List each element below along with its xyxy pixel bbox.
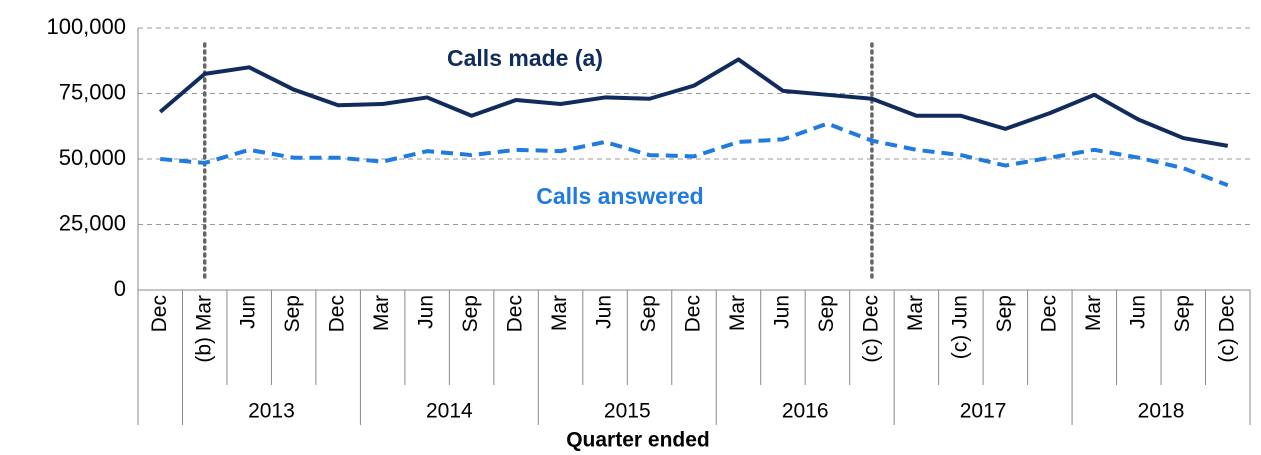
x-tick-label: Dec xyxy=(504,295,527,332)
y-tick-label: 100,000 xyxy=(46,14,126,39)
group-label: 2016 xyxy=(782,400,829,423)
x-tick-label: Sep xyxy=(637,295,660,332)
x-tick-label: Sep xyxy=(815,295,838,332)
x-tick-label: (c) Dec xyxy=(1215,295,1238,363)
x-tick-label: Dec xyxy=(326,295,349,332)
group-label: 2013 xyxy=(248,400,295,423)
x-tick-label: Jun xyxy=(593,295,616,329)
x-tick-label: Mar xyxy=(1082,295,1105,331)
series-line xyxy=(160,121,1229,188)
group-label: 2018 xyxy=(1138,400,1185,423)
x-tick-label: Dec xyxy=(1037,295,1060,332)
x-tick-label: Jun xyxy=(237,295,260,329)
x-tick-label: Sep xyxy=(1171,295,1194,332)
x-tick-label: (b) Mar xyxy=(192,295,215,363)
x-tick-label: Mar xyxy=(726,295,749,331)
x-tick-label: Mar xyxy=(548,295,571,331)
series-label: Calls made (a) xyxy=(447,45,603,71)
x-axis-title: Quarter ended xyxy=(566,429,710,452)
x-tick-label: Jun xyxy=(1126,295,1149,329)
x-tick-label: Dec xyxy=(682,295,705,332)
x-tick-label: Sep xyxy=(993,295,1016,332)
y-tick-label: 75,000 xyxy=(59,79,126,104)
x-tick-label: (c) Dec xyxy=(859,295,882,363)
x-tick-label: Sep xyxy=(281,295,304,332)
series-line xyxy=(158,57,1229,148)
x-tick-label: (c) Jun xyxy=(948,295,971,359)
group-label: 2015 xyxy=(604,400,651,423)
x-tick-label: Sep xyxy=(459,295,482,332)
x-tick-label: Mar xyxy=(904,295,927,331)
x-tick-label: Jun xyxy=(771,295,794,329)
y-tick-label: 0 xyxy=(114,276,126,301)
x-tick-label: Dec xyxy=(148,295,171,332)
y-tick-label: 50,000 xyxy=(59,145,126,170)
x-tick-label: Mar xyxy=(370,295,393,331)
y-tick-label: 25,000 xyxy=(59,210,126,235)
series-label: Calls answered xyxy=(536,183,703,209)
x-tick-label: Jun xyxy=(415,295,438,329)
group-label: 2014 xyxy=(426,400,473,423)
group-label: 2017 xyxy=(960,400,1007,423)
